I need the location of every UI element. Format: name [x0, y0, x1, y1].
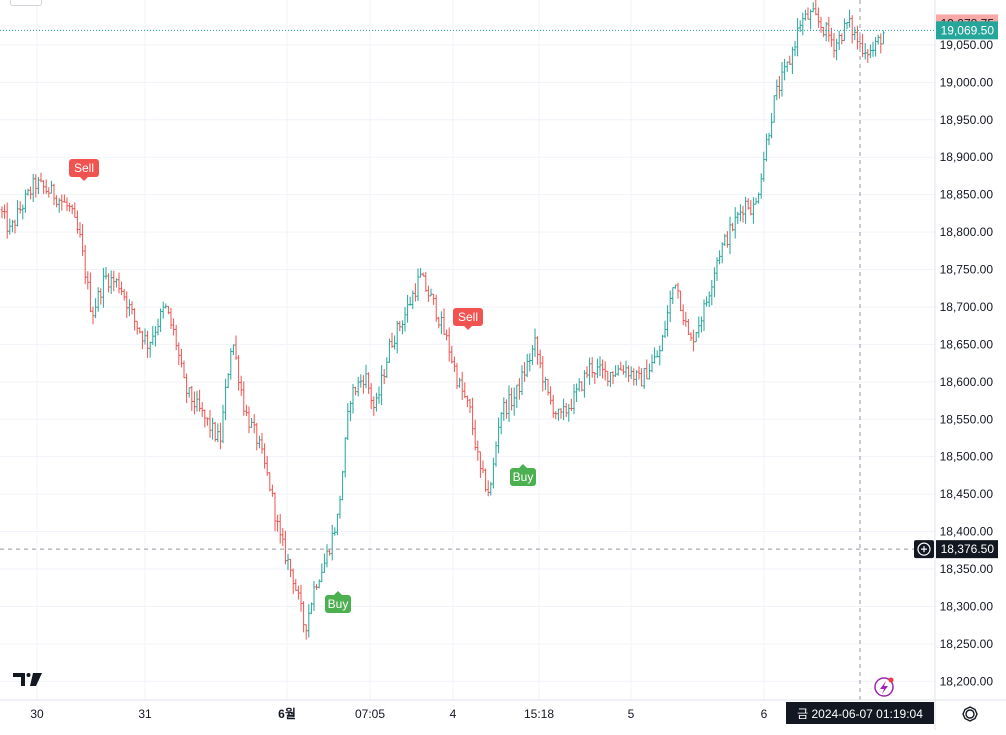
buy-signal: Buy	[510, 464, 536, 486]
sell-signal-box	[453, 308, 483, 326]
y-tick-label: 18,750.00	[940, 263, 994, 277]
corner-button[interactable]	[10, 0, 42, 6]
lightning-dot	[888, 677, 894, 683]
lightning-circle	[874, 677, 894, 697]
sell-signal-pointer	[464, 326, 472, 330]
y-tick-label: 18,250.00	[940, 637, 994, 651]
gear-icon[interactable]	[962, 706, 978, 722]
y-tick-label: 18,350.00	[940, 562, 994, 576]
tradingview-logo	[13, 673, 42, 686]
y-tick-label: 18,500.00	[940, 450, 994, 464]
y-tick-label: 18,400.00	[940, 525, 994, 539]
plus-circle	[917, 542, 931, 556]
y-tick-label: 18,600.00	[940, 375, 994, 389]
crosshair-price-label-bg	[936, 540, 998, 559]
buy-signal-pointer	[334, 591, 342, 595]
logo-part-2	[26, 673, 31, 677]
signals-layer: Sell Sell Buy Buy	[69, 159, 536, 613]
y-tick-label: 18,450.00	[940, 487, 994, 501]
sell-signal-label: Sell	[458, 310, 478, 324]
x-tick-label: 31	[138, 707, 152, 721]
y-tick-label: 18,300.00	[940, 599, 994, 613]
buy-signal-label: Buy	[513, 470, 534, 484]
y-tick-label: 18,950.00	[940, 113, 994, 127]
y-tick-label: 18,900.00	[940, 150, 994, 164]
sell-signal-label: Sell	[74, 161, 94, 175]
y-tick-label: 18,550.00	[940, 412, 994, 426]
logo-part-3	[30, 673, 42, 686]
buy-signal-box	[325, 595, 351, 613]
y-tick-label: 19,000.00	[940, 75, 994, 89]
buy-signal-pointer	[519, 464, 527, 468]
crosshair-time-label: 금 2024-06-07 01:19:04	[797, 707, 923, 721]
crosshair-price-label: 18,376.50	[941, 542, 995, 556]
y-tick-label: 18,700.00	[940, 300, 994, 314]
current-price-label-bg	[936, 21, 998, 40]
buy-signal-box	[510, 468, 536, 486]
lightning-bolt	[880, 681, 888, 694]
y-tick-label: 19,050.00	[940, 38, 994, 52]
logo-part-1	[13, 673, 25, 686]
sell-signal-box	[69, 159, 99, 177]
gear-outline	[962, 706, 978, 722]
buy-signal-label: Buy	[328, 597, 349, 611]
current-price-label: 19,069.50	[941, 23, 995, 37]
sell-signal: Sell	[69, 159, 99, 181]
sell-signal-pointer	[80, 177, 88, 181]
y-tick-label: 18,650.00	[940, 337, 994, 351]
gear-center	[965, 709, 975, 719]
y-tick-label: 18,850.00	[940, 188, 994, 202]
x-tick-label: 6	[761, 707, 768, 721]
x-tick-label: 15:18	[524, 707, 554, 721]
crosshair-time-label-bg	[786, 702, 934, 724]
bars-layer	[0, 0, 885, 640]
lines-layer	[0, 0, 935, 700]
x-tick-label: 6월	[278, 706, 296, 721]
y-tick-label: 18,200.00	[940, 674, 994, 688]
x-tick-label: 5	[628, 707, 635, 721]
sell-signal: Sell	[453, 308, 483, 330]
grid-layer	[0, 0, 935, 700]
x-tick-label: 30	[30, 707, 44, 721]
buy-signal: Buy	[325, 591, 351, 613]
plus-circle-icon[interactable]	[914, 540, 934, 559]
x-tick-label: 07:05	[355, 707, 385, 721]
y-tick-label: 18,800.00	[940, 225, 994, 239]
lightning-icon[interactable]	[874, 677, 894, 697]
x-tick-label: 4	[450, 707, 457, 721]
